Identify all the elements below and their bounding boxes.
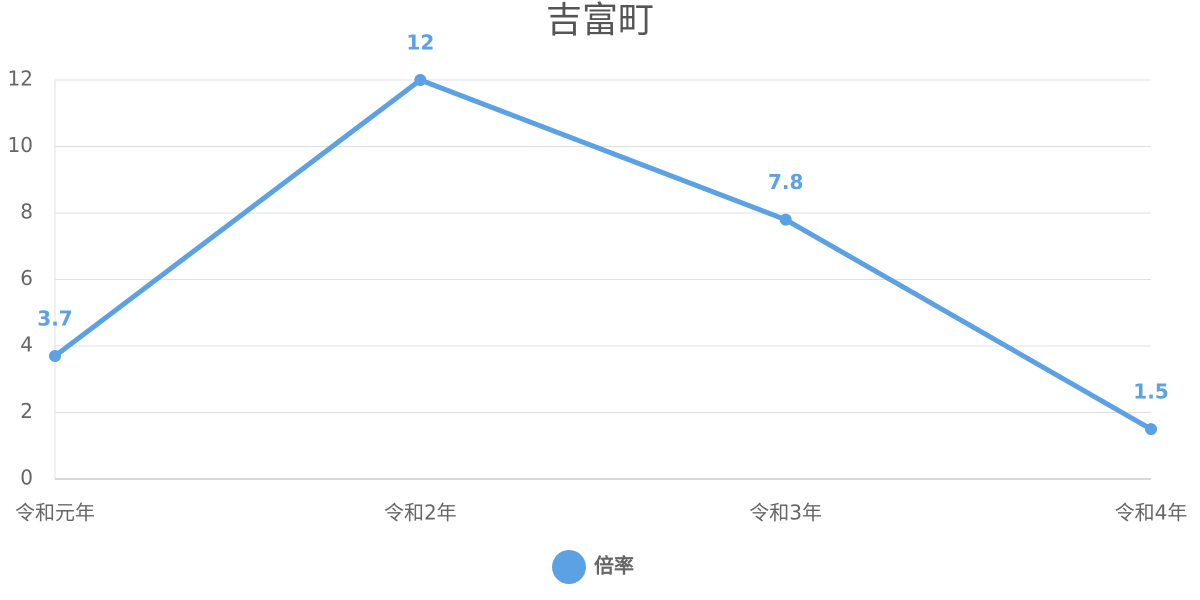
data-point: [1145, 423, 1157, 436]
data-point: [414, 74, 427, 86]
series-line: [53, 77, 1153, 432]
data-label: 1.5: [1133, 380, 1168, 404]
x-tick-label: 令和元年: [15, 501, 95, 525]
data-point: [779, 213, 792, 226]
x-tick-label: 令和4年: [1115, 501, 1188, 525]
y-tick-label: 4: [20, 333, 33, 357]
y-tick-label: 2: [20, 399, 33, 423]
chart-title: 吉富町: [546, 0, 654, 41]
legend-marker: [552, 550, 586, 584]
y-tick-label: 0: [20, 466, 33, 490]
legend-label: 倍率: [594, 554, 634, 578]
data-label: 12: [406, 31, 434, 55]
data-label: 7.8: [768, 170, 803, 194]
y-tick-label: 8: [20, 200, 33, 224]
x-tick-label: 令和2年: [384, 501, 457, 525]
y-tick-label: 6: [20, 266, 33, 290]
data-point: [49, 349, 61, 362]
y-tick-label: 12: [8, 67, 33, 91]
data-label: 3.7: [37, 306, 72, 330]
x-tick-label: 令和3年: [749, 501, 822, 525]
y-tick-label: 10: [8, 133, 33, 157]
